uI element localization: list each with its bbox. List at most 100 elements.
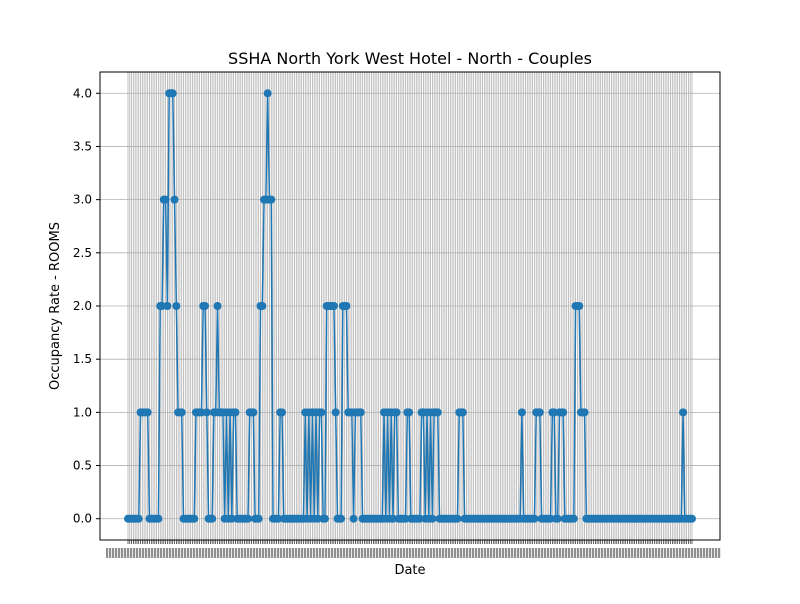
x-tick-label-glyph xyxy=(127,548,130,558)
x-tick-label-glyph xyxy=(187,548,190,558)
data-point xyxy=(679,408,688,417)
x-tick-label-glyph xyxy=(529,548,532,558)
x-tick-label-glyph xyxy=(334,548,337,558)
x-tick-label-glyph xyxy=(415,548,418,558)
x-tick-label-glyph xyxy=(547,548,550,558)
x-tick-label-glyph xyxy=(469,548,472,558)
x-tick-label-glyph xyxy=(286,548,289,558)
x-tick-label-glyph xyxy=(199,548,202,558)
data-point xyxy=(263,89,272,98)
data-point xyxy=(553,514,562,523)
x-tick-label-glyph xyxy=(451,548,454,558)
y-tick-label: 3.0 xyxy=(73,193,92,207)
x-tick-label-glyph xyxy=(595,548,598,558)
y-axis-ticks: 0.0 0.5 1.0 1.5 2.0 2.5 3.0 3.5 4.0 xyxy=(73,86,100,526)
x-tick-label-glyph xyxy=(154,548,157,558)
x-tick-label-glyph xyxy=(166,548,169,558)
data-point xyxy=(134,514,143,523)
x-tick-label-glyph xyxy=(337,548,340,558)
x-tick-label-glyph xyxy=(382,548,385,558)
x-tick-label-glyph xyxy=(424,548,427,558)
x-tick-label-glyph xyxy=(448,548,451,558)
data-point xyxy=(458,408,467,417)
x-tick-label-glyph xyxy=(241,548,244,558)
data-point xyxy=(337,514,346,523)
x-tick-label-glyph xyxy=(214,548,217,558)
x-tick-label-glyph xyxy=(637,548,640,558)
x-tick-label-glyph xyxy=(397,548,400,558)
x-tick-label-glyph xyxy=(667,548,670,558)
x-tick-label-glyph xyxy=(634,548,637,558)
x-tick-label-glyph xyxy=(565,548,568,558)
x-tick-label-glyph xyxy=(598,548,601,558)
x-tick-label-glyph xyxy=(211,548,214,558)
x-axis-ticks xyxy=(106,540,721,558)
data-point xyxy=(535,408,544,417)
x-tick-label-glyph xyxy=(691,548,694,558)
x-tick-label-glyph xyxy=(715,548,718,558)
x-tick-label-glyph xyxy=(652,548,655,558)
x-tick-label-glyph xyxy=(157,548,160,558)
series-occupancy xyxy=(124,89,696,523)
data-point xyxy=(559,408,568,417)
x-tick-label-glyph xyxy=(130,548,133,558)
x-tick-label-glyph xyxy=(400,548,403,558)
data-point xyxy=(231,408,240,417)
x-tick-label-glyph xyxy=(664,548,667,558)
x-tick-label-glyph xyxy=(583,548,586,558)
x-tick-label-glyph xyxy=(226,548,229,558)
x-tick-label-glyph xyxy=(145,548,148,558)
x-tick-label-glyph xyxy=(274,548,277,558)
x-tick-label-glyph xyxy=(544,548,547,558)
x-tick-label-glyph xyxy=(511,548,514,558)
x-tick-label-glyph xyxy=(439,548,442,558)
x-tick-label-glyph xyxy=(553,548,556,558)
data-point xyxy=(517,408,526,417)
data-point xyxy=(329,302,338,310)
x-tick-label-glyph xyxy=(247,548,250,558)
x-tick-label-glyph xyxy=(115,548,118,558)
x-tick-label-glyph xyxy=(367,548,370,558)
x-tick-label-glyph xyxy=(316,548,319,558)
x-tick-label-glyph xyxy=(574,548,577,558)
x-tick-label-glyph xyxy=(673,548,676,558)
x-tick-label-glyph xyxy=(208,548,211,558)
x-tick-label-glyph xyxy=(658,548,661,558)
x-tick-label-glyph xyxy=(184,548,187,558)
x-tick-label-glyph xyxy=(478,548,481,558)
x-tick-label-glyph xyxy=(322,548,325,558)
x-tick-label-glyph xyxy=(670,548,673,558)
data-point xyxy=(267,195,276,204)
x-tick-label-glyph xyxy=(250,548,253,558)
x-tick-label-glyph xyxy=(202,548,205,558)
x-tick-label-glyph xyxy=(298,548,301,558)
x-tick-label-glyph xyxy=(562,548,565,558)
x-tick-label-glyph xyxy=(607,548,610,558)
x-tick-label-glyph xyxy=(412,548,415,558)
x-tick-label-glyph xyxy=(706,548,709,558)
x-tick-label-glyph xyxy=(295,548,298,558)
x-tick-label-glyph xyxy=(418,548,421,558)
x-tick-label-glyph xyxy=(352,548,355,558)
chart-title: SSHA North York West Hotel - North - Cou… xyxy=(228,49,592,68)
x-tick-label-glyph xyxy=(487,548,490,558)
x-tick-label-glyph xyxy=(394,548,397,558)
x-tick-label-glyph xyxy=(586,548,589,558)
x-tick-label-glyph xyxy=(172,548,175,558)
y-tick-label: 2.0 xyxy=(73,299,92,313)
x-tick-label-glyph xyxy=(235,548,238,558)
data-point xyxy=(320,514,329,523)
x-tick-label-glyph xyxy=(676,548,679,558)
x-tick-label-glyph xyxy=(571,548,574,558)
x-tick-label-glyph xyxy=(376,548,379,558)
x-tick-label-glyph xyxy=(259,548,262,558)
x-tick-label-glyph xyxy=(514,548,517,558)
x-tick-label-glyph xyxy=(625,548,628,558)
x-axis-label: Date xyxy=(394,563,425,578)
x-tick-label-glyph xyxy=(460,548,463,558)
x-tick-label-glyph xyxy=(655,548,658,558)
x-tick-label-glyph xyxy=(502,548,505,558)
x-tick-label-glyph xyxy=(124,548,127,558)
